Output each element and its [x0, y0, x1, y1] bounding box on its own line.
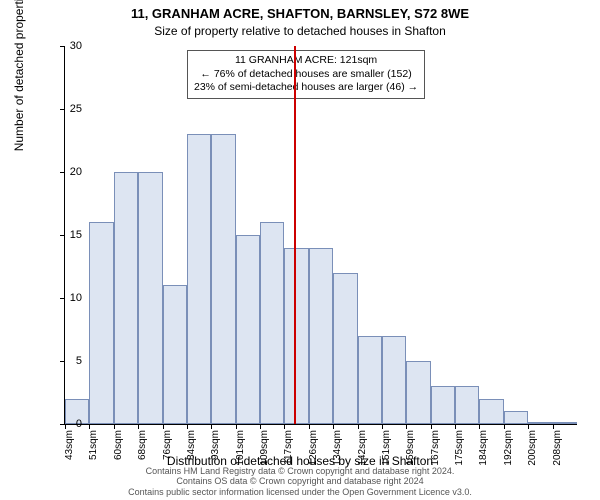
- chart-title: 11, GRANHAM ACRE, SHAFTON, BARNSLEY, S72…: [0, 6, 600, 21]
- xtick-mark: [333, 424, 334, 429]
- annotation-line-3: 23% of semi-detached houses are larger (…: [194, 81, 418, 95]
- xtick-mark: [284, 424, 285, 429]
- xtick-mark: [455, 424, 456, 429]
- footer-line-3: Contains public sector information licen…: [0, 487, 600, 498]
- y-axis-label: Number of detached properties: [12, 0, 26, 151]
- xtick-mark: [138, 424, 139, 429]
- xtick-mark: [187, 424, 188, 429]
- ytick-label: 5: [76, 355, 82, 367]
- xtick-mark: [211, 424, 212, 429]
- histogram-bar: [260, 222, 284, 424]
- xtick-label: 51sqm: [88, 430, 99, 468]
- histogram-bar: [236, 235, 260, 424]
- ytick-label: 30: [70, 40, 82, 52]
- ytick-mark: [60, 235, 65, 236]
- annotation-line-1: 11 GRANHAM ACRE: 121sqm: [194, 54, 418, 68]
- xtick-mark: [89, 424, 90, 429]
- xtick-label: 184sqm: [478, 430, 489, 468]
- xtick-label: 117sqm: [283, 430, 294, 468]
- ytick-mark: [60, 109, 65, 110]
- xtick-mark: [504, 424, 505, 429]
- histogram-bar: [89, 222, 113, 424]
- histogram-bar: [309, 248, 333, 424]
- histogram-bar: [479, 399, 503, 424]
- xtick-mark: [528, 424, 529, 429]
- histogram-bar: [528, 422, 552, 424]
- xtick-label: 101sqm: [235, 430, 246, 468]
- histogram-bar: [163, 285, 187, 424]
- ytick-mark: [60, 46, 65, 47]
- xtick-mark: [163, 424, 164, 429]
- xtick-label: 192sqm: [503, 430, 514, 468]
- xtick-label: 43sqm: [64, 430, 75, 468]
- xtick-mark: [553, 424, 554, 429]
- xtick-mark: [236, 424, 237, 429]
- xtick-mark: [382, 424, 383, 429]
- ytick-mark: [60, 172, 65, 173]
- histogram-bar: [382, 336, 406, 424]
- xtick-label: 84sqm: [186, 430, 197, 468]
- xtick-label: 76sqm: [162, 430, 173, 468]
- histogram-bar: [406, 361, 430, 424]
- xtick-label: 142sqm: [357, 430, 368, 468]
- xtick-label: 167sqm: [430, 430, 441, 468]
- footer-attribution: Contains HM Land Registry data © Crown c…: [0, 466, 600, 498]
- xtick-label: 200sqm: [527, 430, 538, 468]
- histogram-bar: [431, 386, 455, 424]
- xtick-mark: [358, 424, 359, 429]
- histogram-bar: [138, 172, 162, 424]
- xtick-label: 151sqm: [381, 430, 392, 468]
- annotation-box: 11 GRANHAM ACRE: 121sqm ← 76% of detache…: [187, 50, 425, 99]
- xtick-label: 159sqm: [405, 430, 416, 468]
- footer-line-2: Contains OS data © Crown copyright and d…: [0, 476, 600, 487]
- histogram-bar: [211, 134, 235, 424]
- histogram-bar: [358, 336, 382, 424]
- xtick-mark: [309, 424, 310, 429]
- xtick-label: 68sqm: [137, 430, 148, 468]
- plot-area: 11 GRANHAM ACRE: 121sqm ← 76% of detache…: [64, 46, 577, 425]
- xtick-mark: [114, 424, 115, 429]
- chart-subtitle: Size of property relative to detached ho…: [0, 24, 600, 38]
- xtick-mark: [260, 424, 261, 429]
- histogram-bar: [455, 386, 479, 424]
- xtick-mark: [479, 424, 480, 429]
- xtick-label: 109sqm: [259, 430, 270, 468]
- histogram-bar: [333, 273, 357, 424]
- xtick-label: 175sqm: [454, 430, 465, 468]
- annotation-line-2: ← 76% of detached houses are smaller (15…: [194, 68, 418, 82]
- histogram-bar: [553, 422, 577, 424]
- ytick-mark: [60, 298, 65, 299]
- xtick-mark: [65, 424, 66, 429]
- ytick-label: 20: [70, 166, 82, 178]
- histogram-bar: [284, 248, 308, 424]
- histogram-bar: [187, 134, 211, 424]
- ytick-label: 15: [70, 229, 82, 241]
- histogram-bar: [114, 172, 138, 424]
- xtick-label: 208sqm: [552, 430, 563, 468]
- xtick-mark: [431, 424, 432, 429]
- property-marker-line: [294, 46, 296, 424]
- ytick-label: 25: [70, 103, 82, 115]
- xtick-label: 134sqm: [332, 430, 343, 468]
- ytick-mark: [60, 361, 65, 362]
- histogram-bar: [504, 411, 528, 424]
- xtick-label: 93sqm: [210, 430, 221, 468]
- property-size-chart: 11, GRANHAM ACRE, SHAFTON, BARNSLEY, S72…: [0, 0, 600, 500]
- xtick-mark: [406, 424, 407, 429]
- ytick-label: 0: [76, 418, 82, 430]
- xtick-label: 126sqm: [308, 430, 319, 468]
- ytick-label: 10: [70, 292, 82, 304]
- xtick-label: 60sqm: [113, 430, 124, 468]
